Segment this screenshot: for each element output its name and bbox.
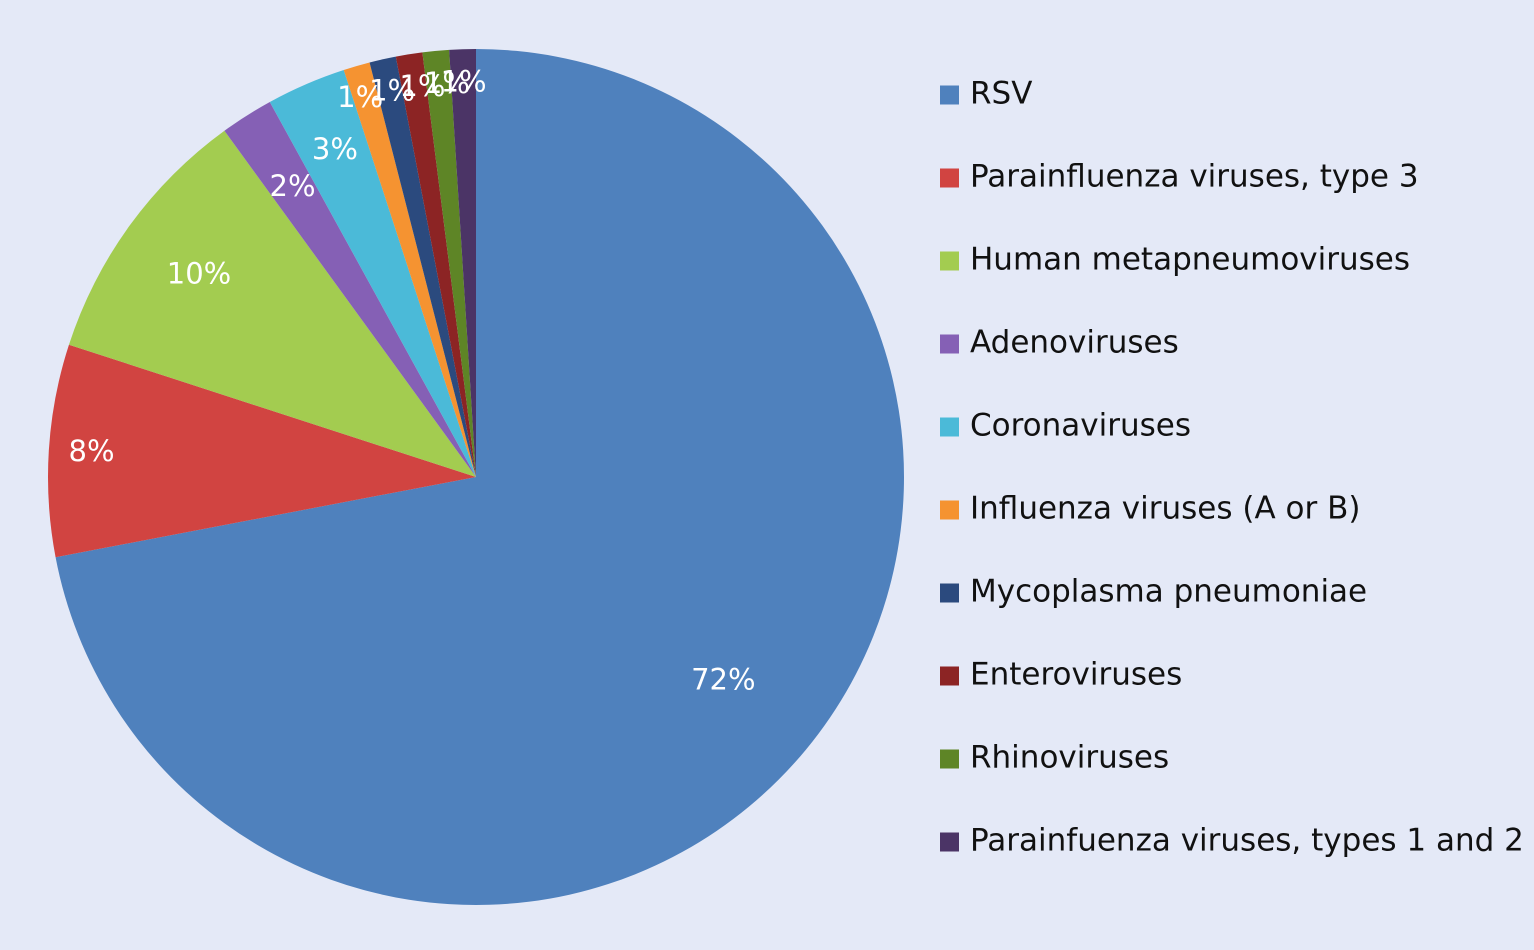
pie-slice-7 xyxy=(369,56,476,478)
legend-label-7: Mycoplasma pneumoniae xyxy=(970,574,1367,610)
data-label-8: 1% xyxy=(399,69,445,103)
data-label-4: 2% xyxy=(270,169,316,203)
legend-swatch-10 xyxy=(940,832,959,852)
pie-slice-5 xyxy=(269,69,476,477)
legend-label-3: Human metapneumoviruses xyxy=(970,242,1410,278)
legend-label-2: Parainfluenza viruses, type 3 xyxy=(970,159,1419,195)
legend-swatch-2 xyxy=(940,168,959,188)
pie-data-labels: 72%8%10%2%3%1%1%1%1%1% xyxy=(69,64,756,696)
legend: RSV Parainfluenza viruses, type 3 Human me… xyxy=(940,76,1524,859)
legend-swatch-6 xyxy=(940,500,959,520)
legend-swatch-3 xyxy=(940,251,959,271)
legend-label-1: RSV xyxy=(970,76,1032,112)
legend-label-8: Enteroviruses xyxy=(970,657,1182,693)
data-label-7: 1% xyxy=(369,74,415,108)
legend-label-10: Parainfuenza viruses, types 1 and 2 xyxy=(970,823,1524,859)
legend-label-9: Rhinoviruses xyxy=(970,740,1169,776)
legend-label-6: Influenza viruses (A or B) xyxy=(970,491,1360,527)
legend-swatch-8 xyxy=(940,666,959,686)
pie-slice-4 xyxy=(224,101,476,478)
data-label-6: 1% xyxy=(337,80,383,114)
legend-swatch-7 xyxy=(940,583,959,603)
data-label-2: 8% xyxy=(69,434,115,468)
pie-slice-3 xyxy=(68,130,476,477)
legend-swatch-9 xyxy=(940,749,959,769)
pie-slices xyxy=(47,49,904,905)
pie-slice-10 xyxy=(449,49,476,477)
legend-label-4: Adenoviruses xyxy=(970,325,1179,361)
data-label-3: 10% xyxy=(167,257,231,291)
legend-swatch-1 xyxy=(940,85,959,105)
pie-slice-8 xyxy=(395,52,476,477)
legend-label-5: Coronaviruses xyxy=(970,408,1191,444)
pie-slice-1 xyxy=(55,49,904,905)
data-label-5: 3% xyxy=(312,132,358,166)
legend-swatch-5 xyxy=(940,417,959,437)
pie-slice-2 xyxy=(47,344,476,558)
data-label-9: 1% xyxy=(424,66,470,100)
data-label-10: 1% xyxy=(441,64,487,98)
legend-swatch-4 xyxy=(940,334,959,354)
pie-slice-6 xyxy=(343,62,476,477)
data-label-1: 72% xyxy=(691,663,755,697)
pie-slice-9 xyxy=(422,49,476,478)
